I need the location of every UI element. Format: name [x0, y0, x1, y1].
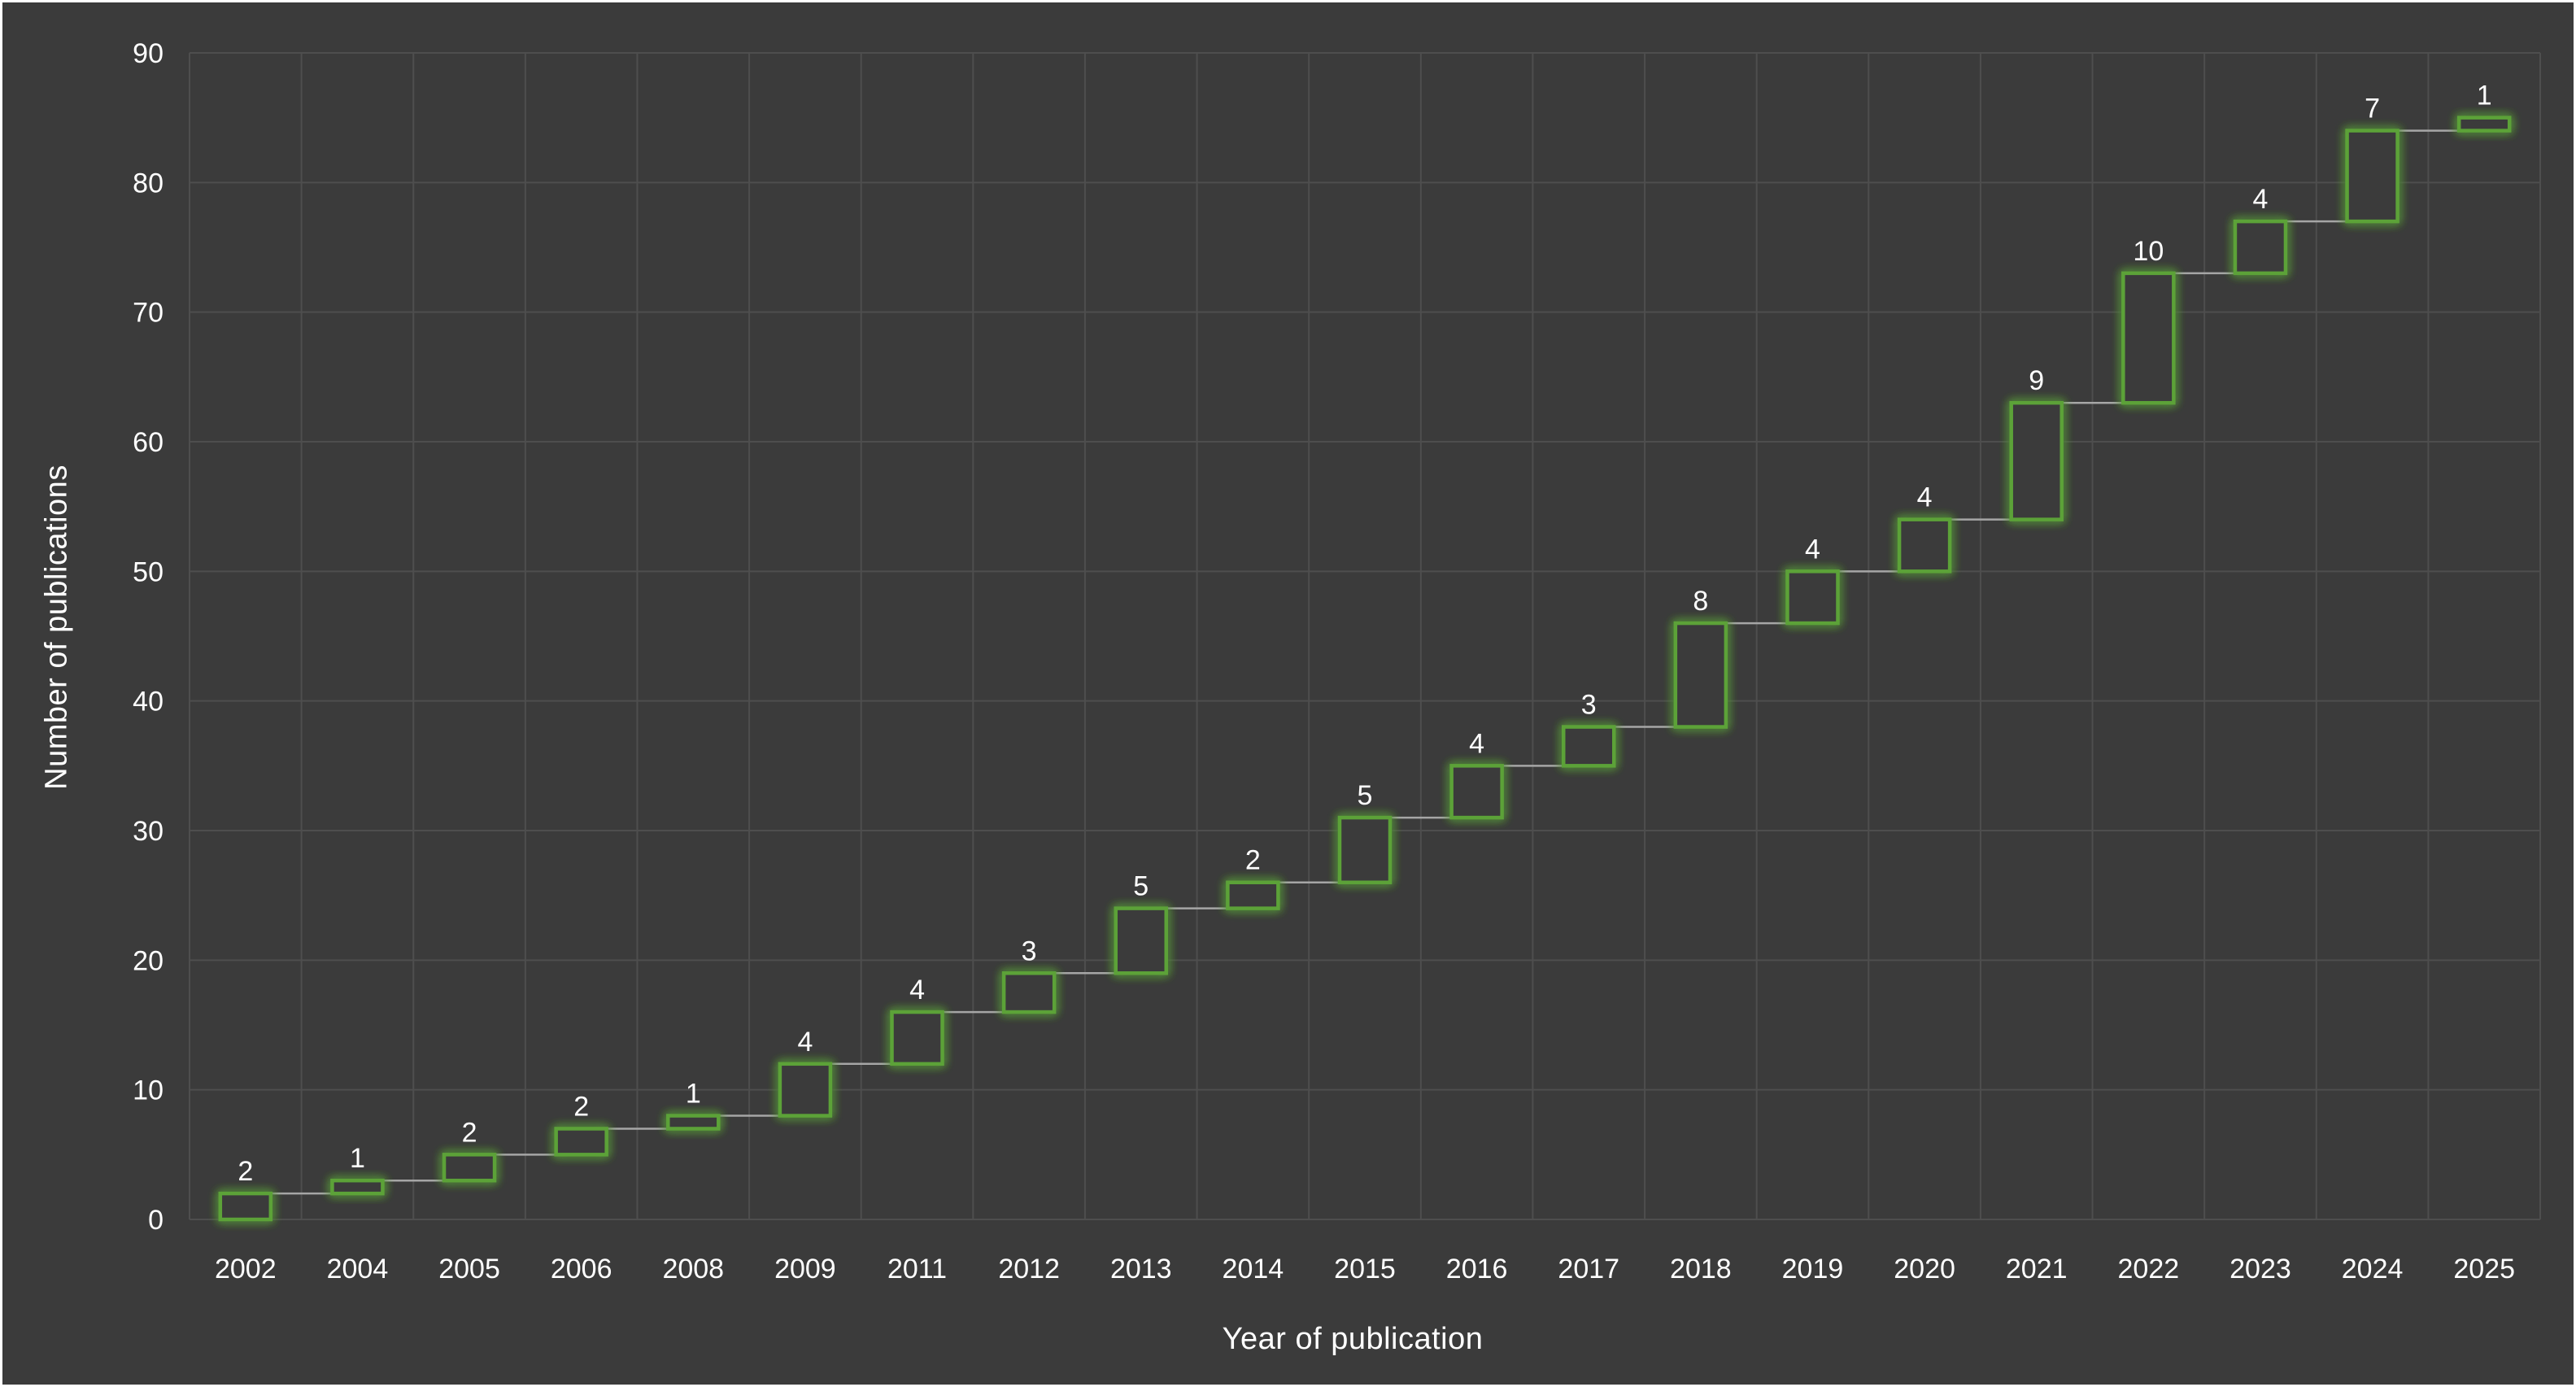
bar-value-label: 2	[238, 1156, 253, 1187]
x-tick-label: 2020	[1894, 1254, 1955, 1285]
y-tick-label: 40	[133, 687, 163, 717]
bar-value-label: 5	[1133, 871, 1149, 902]
y-tick-label: 80	[133, 168, 163, 198]
bar-value-label: 2	[573, 1091, 589, 1122]
waterfall-bar	[778, 1062, 833, 1118]
waterfall-bar	[2121, 271, 2176, 405]
bar-value-label: 4	[1469, 728, 1484, 759]
bar-value-label: 8	[1693, 586, 1708, 617]
y-tick-label: 70	[133, 298, 163, 329]
waterfall-bar	[1337, 815, 1393, 884]
x-tick-label: 2005	[438, 1254, 500, 1285]
waterfall-bar	[1449, 764, 1504, 820]
waterfall-bar	[890, 1010, 944, 1066]
x-tick-label: 2002	[215, 1254, 277, 1285]
bar-value-label: 7	[2365, 94, 2380, 124]
bar-value-label: 4	[1805, 534, 1820, 565]
x-tick-label: 2019	[1782, 1254, 1844, 1285]
x-tick-label: 2023	[2229, 1254, 2291, 1285]
y-tick-label: 20	[133, 945, 163, 976]
x-tick-label: 2011	[887, 1254, 947, 1285]
x-tick-label: 2021	[2006, 1254, 2068, 1285]
bar-value-label: 1	[686, 1079, 701, 1110]
waterfall-bar	[2456, 116, 2512, 133]
waterfall-bar	[1001, 971, 1057, 1014]
x-tick-label: 2004	[327, 1254, 389, 1285]
bar-value-label: 3	[1581, 690, 1597, 721]
bar-value-label: 5	[1358, 780, 1373, 811]
y-axis-title: Number of publications	[39, 465, 74, 790]
waterfall-bar	[1561, 725, 1616, 768]
x-tick-label: 2006	[551, 1254, 612, 1285]
y-tick-label: 50	[133, 556, 163, 587]
bar-value-label: 9	[2029, 365, 2044, 396]
x-tick-label: 2017	[1558, 1254, 1619, 1285]
bar-value-label: 10	[2133, 236, 2164, 267]
bar-value-label: 4	[2252, 184, 2268, 215]
x-tick-label: 2013	[1110, 1254, 1172, 1285]
y-tick-label: 10	[133, 1075, 163, 1106]
waterfall-bar	[330, 1178, 385, 1196]
x-axis-title: Year of publication	[1222, 1322, 1484, 1356]
x-tick-label: 2016	[1446, 1254, 1508, 1285]
bar-value-label: 1	[350, 1143, 365, 1174]
x-tick-label: 2009	[774, 1254, 836, 1285]
waterfall-bar	[554, 1127, 608, 1157]
x-tick-label: 2025	[2453, 1254, 2515, 1285]
y-tick-label: 30	[133, 816, 163, 847]
waterfall-bar	[442, 1153, 497, 1183]
waterfall-bar	[666, 1114, 721, 1131]
y-tick-label: 60	[133, 427, 163, 458]
waterfall-bar	[1785, 569, 1840, 626]
waterfall-bar	[218, 1191, 273, 1222]
bar-value-label: 4	[797, 1027, 813, 1058]
bar-value-label: 4	[909, 975, 925, 1005]
y-tick-label: 90	[133, 38, 163, 69]
bar-value-label: 1	[2477, 81, 2492, 111]
waterfall-bar	[2345, 129, 2399, 224]
waterfall-bar	[1226, 880, 1280, 910]
bar-value-label: 2	[462, 1117, 477, 1148]
x-tick-label: 2014	[1223, 1254, 1284, 1285]
x-tick-label: 2015	[1334, 1254, 1396, 1285]
waterfall-bar	[2009, 400, 2064, 521]
bar-value-label: 3	[1022, 936, 1037, 966]
bar-value-label: 4	[1917, 482, 1933, 513]
x-tick-label: 2012	[998, 1254, 1060, 1285]
x-tick-label: 2008	[662, 1254, 724, 1285]
y-tick-label: 0	[148, 1205, 163, 1236]
waterfall-bar	[1673, 621, 1728, 729]
bar-value-label: 2	[1245, 845, 1261, 876]
waterfall-bar	[1897, 517, 1952, 574]
waterfall-bar	[2233, 219, 2288, 276]
x-tick-label: 2022	[2118, 1254, 2180, 1285]
x-tick-label: 2018	[1670, 1254, 1732, 1285]
waterfall-bar	[1114, 906, 1169, 975]
x-tick-label: 2024	[2342, 1254, 2404, 1285]
